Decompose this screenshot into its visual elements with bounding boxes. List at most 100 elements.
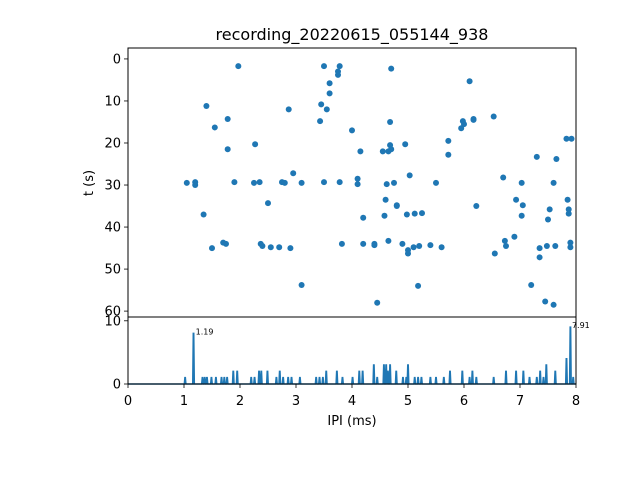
y-tick-label: 0	[113, 52, 121, 67]
scatter-point	[404, 211, 410, 217]
scatter-point	[416, 243, 422, 249]
scatter-point	[520, 202, 526, 208]
scatter-point	[471, 117, 477, 123]
scatter-point	[569, 136, 575, 142]
scatter-point	[317, 118, 323, 124]
scatter-point	[433, 180, 439, 186]
y-tick-label: 50	[104, 263, 121, 278]
scatter-point	[445, 138, 451, 144]
scatter-point	[324, 106, 330, 112]
y-tick-label: 40	[104, 221, 121, 236]
scatter-point	[513, 197, 519, 203]
scatter-point	[467, 78, 473, 84]
scatter-point	[384, 181, 390, 187]
scatter-point	[286, 106, 292, 112]
scatter-point	[388, 66, 394, 72]
scatter-point	[411, 244, 417, 250]
scatter-point	[412, 211, 418, 217]
scatter-point	[201, 211, 207, 217]
x-tick-label: 8	[572, 394, 580, 409]
x-tick-label: 4	[348, 394, 356, 409]
x-tick-label: 1	[180, 394, 188, 409]
scatter-point	[551, 180, 557, 186]
x-tick-label: 7	[516, 394, 524, 409]
scatter-point	[534, 154, 540, 160]
y-tick-label: 0	[113, 378, 121, 393]
scatter-point	[355, 176, 361, 182]
scatter-point	[544, 243, 550, 249]
scatter-point	[394, 202, 400, 208]
scatter-point	[419, 210, 425, 216]
scatter-point	[492, 251, 498, 257]
scatter-point	[445, 152, 451, 158]
scatter-point	[537, 245, 543, 251]
y-tick-label: 30	[104, 179, 121, 194]
scatter-point	[339, 241, 345, 247]
chart-title: recording_20220615_055144_938	[216, 25, 489, 45]
scatter-point	[282, 180, 288, 186]
scatter-point	[519, 213, 525, 219]
scatter-point	[268, 244, 274, 250]
scatter-point	[383, 197, 389, 203]
scatter-point	[402, 141, 408, 147]
scatter-point	[552, 243, 558, 249]
scatter-point	[265, 200, 271, 206]
scatter-point	[360, 215, 366, 221]
scatter-point	[387, 119, 393, 125]
scatter-point	[276, 244, 282, 250]
scatter-point	[192, 182, 198, 188]
scatter-point	[547, 206, 553, 212]
scatter-point	[299, 282, 305, 288]
scatter-point	[212, 124, 218, 130]
scatter-point	[427, 242, 433, 248]
scatter-point	[287, 245, 293, 251]
scatter-point	[566, 211, 572, 217]
scatter-point	[252, 141, 258, 147]
scatter-point	[502, 238, 508, 244]
scatter-point	[374, 300, 380, 306]
scatter-point	[500, 174, 506, 180]
scatter-point	[357, 148, 363, 154]
scatter-point	[511, 234, 517, 240]
x-tick-label: 0	[124, 394, 132, 409]
scatter-point	[519, 180, 525, 186]
scatter-point	[259, 243, 265, 249]
scatter-point	[380, 148, 386, 154]
y-axis-label: t (s)	[82, 170, 97, 196]
scatter-point	[349, 127, 355, 133]
scatter-point	[371, 242, 377, 248]
scatter-point	[415, 283, 421, 289]
x-axis-label: IPI (ms)	[327, 414, 376, 429]
scatter-point	[203, 103, 209, 109]
scatter-point	[337, 179, 343, 185]
scatter-point	[184, 180, 190, 186]
scatter-point	[407, 172, 413, 178]
scatter-point	[405, 247, 411, 253]
scatter-point	[388, 146, 394, 152]
scatter-point	[391, 180, 397, 186]
x-tick-label: 5	[404, 394, 412, 409]
scatter-point	[461, 121, 467, 127]
scatter-point	[327, 90, 333, 96]
scatter-point	[251, 180, 257, 186]
scatter-point	[290, 170, 296, 176]
scatter-point	[385, 238, 391, 244]
x-tick-label: 6	[460, 394, 468, 409]
scatter-point	[545, 216, 551, 222]
scatter-point	[209, 245, 215, 251]
scatter-point	[235, 63, 241, 69]
scatter-point	[439, 244, 445, 250]
scatter-point	[551, 302, 557, 308]
scatter-point	[335, 72, 341, 78]
scatter-point	[381, 213, 387, 219]
scatter-point	[299, 180, 305, 186]
scatter-point	[360, 241, 366, 247]
scatter-point	[537, 254, 543, 260]
scatter-point	[567, 240, 573, 246]
scatter-point	[225, 146, 231, 152]
scatter-point	[491, 114, 497, 120]
scatter-point	[355, 181, 361, 187]
y-tick-label: 10	[104, 314, 121, 329]
scatter-point	[225, 116, 231, 122]
